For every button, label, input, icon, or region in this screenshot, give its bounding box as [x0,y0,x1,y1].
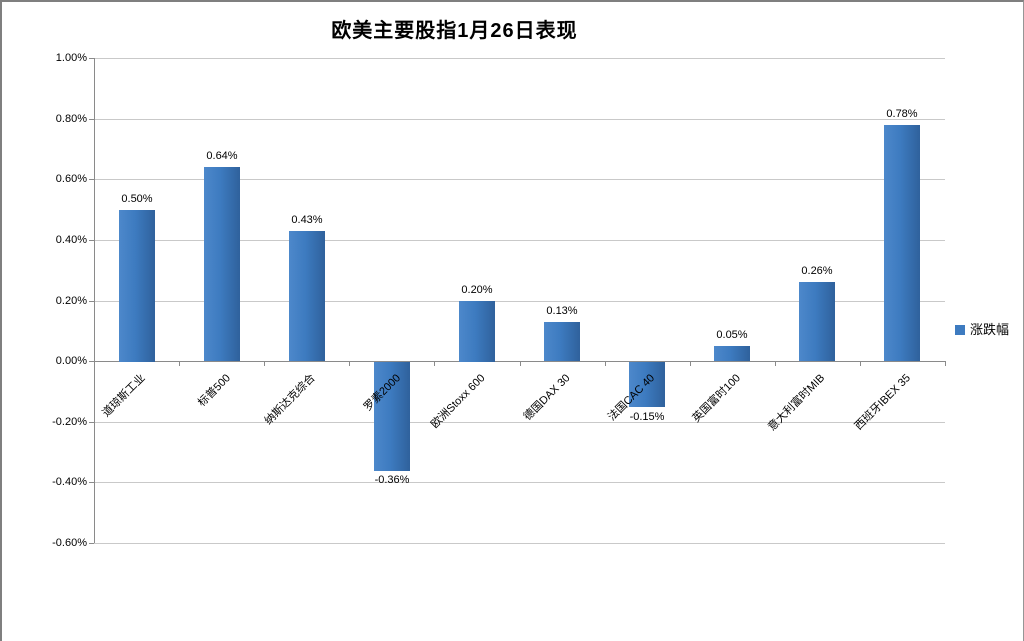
bar [714,346,750,361]
bar-value-label: 0.13% [546,305,578,317]
y-axis-tick [89,482,94,483]
y-axis-tick [89,179,94,180]
y-axis-tick [89,301,94,302]
legend-label: 涨跌幅 [970,322,1010,337]
bar-value-label: 0.50% [121,193,153,205]
y-tick-label: -0.20% [52,416,87,428]
bar-value-label: 0.78% [886,108,918,120]
y-axis-tick [89,240,94,241]
bar [119,210,155,362]
gridline [94,179,945,180]
x-axis-tick [179,361,180,366]
y-axis-line [94,58,95,543]
legend-swatch-icon [955,324,965,335]
y-axis-tick [89,119,94,120]
bar-value-label: 0.20% [461,284,493,296]
bar [204,167,240,361]
bar [544,322,580,361]
x-axis-tick [264,361,265,366]
bar [374,362,410,471]
gridline [94,301,945,302]
bar [629,362,665,407]
bar-value-label: 0.26% [801,265,833,277]
y-axis-tick [89,543,94,544]
category-label: 意大利富时MIB [766,372,828,434]
chart-title: 欧美主要股指1月26日表现 [331,20,578,42]
gridline [94,58,945,59]
legend: 涨跌幅 [955,322,1009,337]
category-label: 纳斯达克综合 [262,372,318,428]
gridline [94,240,945,241]
category-label: 英国富时100 [690,372,743,425]
x-axis-tick [860,361,861,366]
bar [289,231,325,361]
gridline [94,119,945,120]
y-tick-label: 0.40% [55,234,87,246]
gridline [94,422,945,423]
x-axis-tick [349,361,350,366]
gridline [94,482,945,483]
bar-value-label: -0.36% [374,474,410,486]
x-axis-tick [94,361,95,366]
bar [459,301,495,362]
bar-value-label: 0.64% [206,150,238,162]
gridline [94,543,945,544]
y-tick-label: 0.80% [55,113,87,125]
zero-axis-line [94,361,945,362]
y-axis-tick [89,58,94,59]
y-tick-label: 0.00% [55,355,87,367]
x-axis-tick [520,361,521,366]
bar [884,125,920,361]
x-axis-tick [775,361,776,366]
y-tick-label: 1.00% [55,52,87,64]
x-axis-tick [945,361,946,366]
bar-value-label: -0.15% [629,411,665,423]
y-axis-tick [89,361,94,362]
y-tick-label: -0.60% [52,537,87,549]
y-tick-label: -0.40% [52,476,87,488]
x-axis-tick [605,361,606,366]
bar-value-label: 0.05% [716,329,748,341]
category-label: 标普500 [195,372,233,410]
category-label: 西班牙IBEX 35 [852,372,913,433]
category-label: 德国DAX 30 [521,372,573,423]
y-tick-label: 0.60% [55,173,87,185]
category-label: 道琼斯工业 [100,372,148,420]
y-tick-label: 0.20% [55,295,87,307]
bar-value-label: 0.43% [291,214,323,226]
bar [799,282,835,361]
y-axis-tick [89,422,94,423]
x-axis-tick [434,361,435,366]
x-axis-tick [690,361,691,366]
